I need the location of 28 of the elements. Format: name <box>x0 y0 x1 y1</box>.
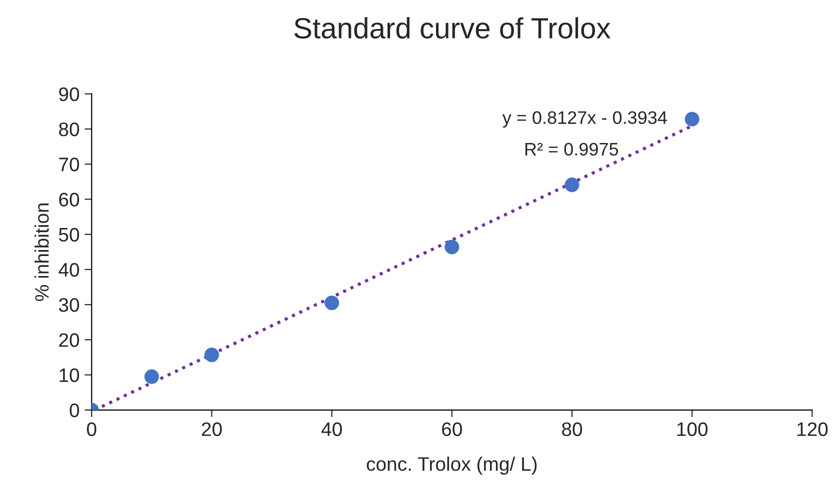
point <box>324 296 340 310</box>
y-tick-label: 80 <box>59 122 80 136</box>
x-tick-label: 20 <box>202 422 222 436</box>
y-tick-label: 10 <box>60 368 80 382</box>
x-tick-label: 120 <box>797 422 828 436</box>
x-tick-label: 80 <box>562 422 582 436</box>
chart-title: Standard curve of Trolox <box>294 17 610 39</box>
x-tick-label: 60 <box>442 422 462 436</box>
y-tick-label: 60 <box>59 192 80 206</box>
point <box>684 112 700 126</box>
x-axis-title: conc. Trolox (mg/ L) <box>366 456 537 475</box>
point <box>564 178 580 192</box>
x-tick-label: 100 <box>677 422 708 436</box>
y-axis-title: % inhibition <box>34 203 49 301</box>
point <box>444 240 460 254</box>
y-tick-label: 90 <box>59 87 80 102</box>
y-tick-label: 0 <box>70 403 80 418</box>
y-tick-label: 50 <box>58 228 80 242</box>
annotation: R² = 0.9975 <box>525 142 618 156</box>
y-tick-label: 30 <box>58 298 80 312</box>
x-tick-label: 40 <box>321 422 342 436</box>
annotation: y = 0.8127x - 0.3934 <box>502 111 667 128</box>
y-tick-label: 70 <box>59 158 80 172</box>
y-tick-label: 40 <box>58 262 80 277</box>
x-tick-label: 0 <box>86 422 96 436</box>
point <box>204 348 220 362</box>
point <box>144 369 159 384</box>
y-tick-label: 20 <box>59 333 80 347</box>
